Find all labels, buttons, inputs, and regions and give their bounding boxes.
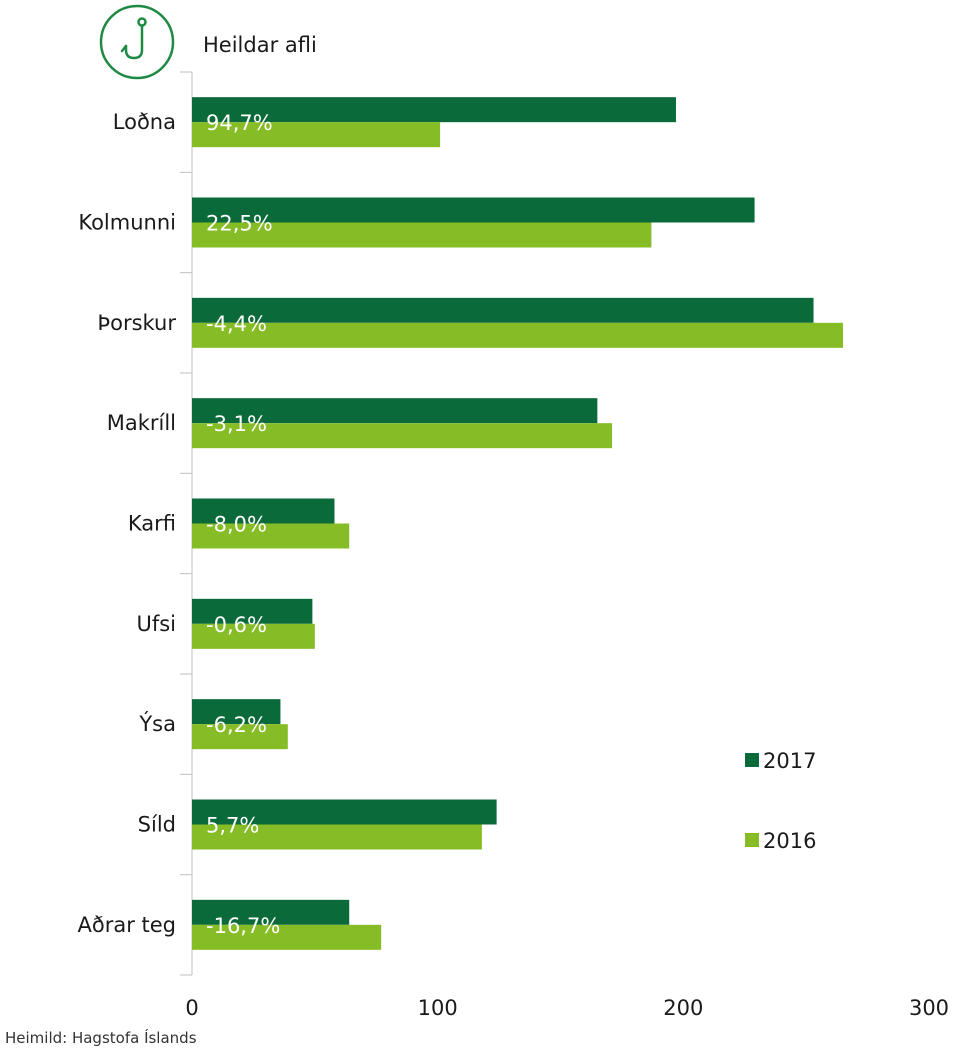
category-label: Kolmunni: [78, 211, 176, 235]
bar-chart: Heildar afli 0 100 200 300 Loðna 94,7% Kolmun…: [77, 4, 949, 1020]
bar-2017: [192, 899, 350, 925]
fish-hook-icon: [120, 17, 147, 60]
legend-swatch-2016: [745, 833, 759, 847]
category-label: Makríll: [107, 411, 176, 435]
bar-2017: [192, 297, 814, 323]
category-label: Ufsi: [136, 612, 176, 636]
bar-2016: [192, 423, 613, 449]
change-label: 5,7%: [206, 814, 259, 838]
source-note: Heimild: Hagstofa Íslands: [5, 1029, 197, 1047]
category-label: Loðna: [113, 110, 176, 134]
labels-group: Loðna 94,7% Kolmunni 22,5% Þorskur -4,4% Makrí…: [77, 110, 280, 938]
chart-title-group: Heildar afli: [99, 4, 317, 80]
bar-2017: [192, 598, 313, 624]
category-label: Þorskur: [97, 311, 176, 335]
legend: 2017 2016: [745, 749, 816, 853]
change-label: -16,7%: [206, 914, 280, 938]
change-label: -6,2%: [206, 713, 267, 737]
bar-2016: [192, 523, 350, 549]
bar-2016: [192, 924, 382, 950]
change-label: 22,5%: [206, 212, 273, 236]
change-label: -3,1%: [206, 412, 267, 436]
axis-group: 0 100 200 300: [180, 71, 949, 1020]
bar-2016: [192, 724, 288, 750]
x-tick-label: 100: [418, 996, 458, 1020]
bars-group: [192, 97, 844, 950]
chart-title: Heildar afli: [203, 33, 317, 57]
bar-2017: [192, 97, 676, 123]
category-label: Karfi: [128, 512, 176, 536]
bar-2017: [192, 699, 281, 725]
x-tick-label: 0: [185, 996, 198, 1020]
change-label: -4,4%: [206, 312, 267, 336]
bar-2016: [192, 322, 844, 348]
legend-label-2017: 2017: [763, 749, 816, 773]
change-label: -0,6%: [206, 613, 267, 637]
fish-hook-icon-ring: [99, 4, 175, 80]
bar-2017: [192, 799, 497, 825]
x-tick-label: 300: [909, 996, 949, 1020]
category-label: Aðrar teg: [77, 913, 176, 937]
bar-2016: [192, 623, 315, 649]
bar-2017: [192, 398, 598, 424]
bar-2016: [192, 222, 652, 248]
legend-label-2016: 2016: [763, 829, 816, 853]
legend-swatch-2017: [745, 753, 759, 767]
bar-2016: [192, 824, 482, 850]
bar-2016: [192, 122, 441, 148]
bar-2017: [192, 197, 755, 223]
category-label: Síld: [138, 813, 176, 837]
x-tick-label: 200: [663, 996, 703, 1020]
category-label: Ýsa: [138, 711, 176, 736]
change-label: 94,7%: [206, 111, 273, 135]
bar-2017: [192, 498, 335, 524]
change-label: -8,0%: [206, 513, 267, 537]
